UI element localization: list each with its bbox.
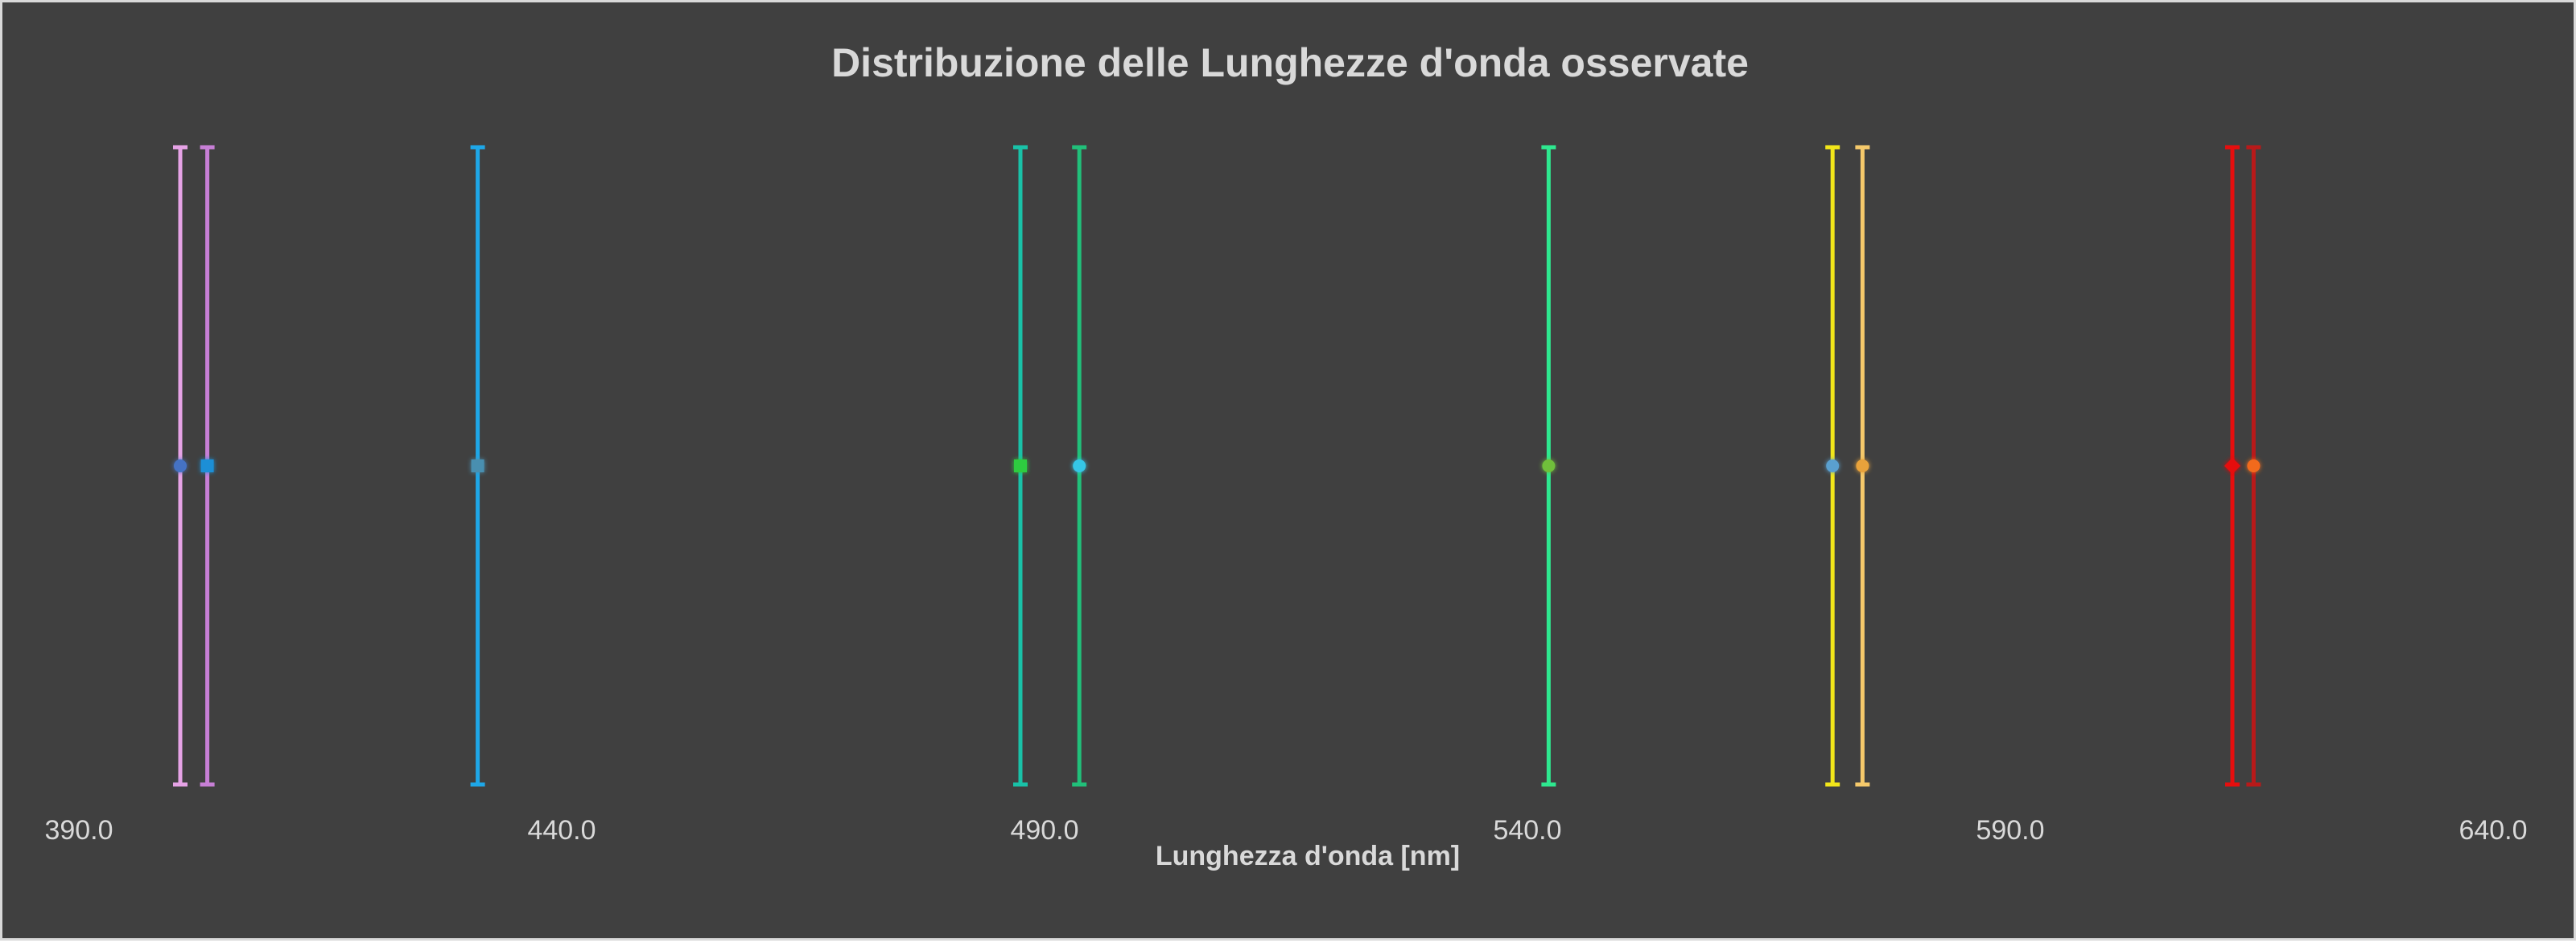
data-point-5 bbox=[1073, 459, 1086, 472]
chart-title: Distribuzione delle Lunghezze d'onda oss… bbox=[831, 40, 1749, 85]
x-tick-label: 490.0 bbox=[1010, 815, 1078, 846]
x-tick-label: 390.0 bbox=[44, 815, 113, 846]
data-point-3 bbox=[471, 459, 484, 472]
data-point-9 bbox=[2224, 458, 2240, 474]
data-point-7 bbox=[1826, 459, 1840, 472]
x-axis-title: Lunghezza d'onda [nm] bbox=[1156, 841, 1460, 871]
x-tick-label: 590.0 bbox=[1976, 815, 2044, 846]
x-tick-label: 540.0 bbox=[1493, 815, 1561, 846]
data-point-8 bbox=[1856, 459, 1869, 472]
x-tick-label: 440.0 bbox=[527, 815, 596, 846]
data-markers bbox=[174, 458, 2261, 474]
data-point-4 bbox=[1014, 459, 1027, 472]
data-point-6 bbox=[1542, 459, 1556, 472]
data-point-1 bbox=[174, 459, 187, 472]
data-point-2 bbox=[200, 459, 214, 472]
x-axis-ticks: 390.0 440.0 490.0 540.0 590.0 640.0 bbox=[44, 815, 2527, 846]
error-bars bbox=[173, 145, 2261, 787]
data-point-10 bbox=[2247, 459, 2261, 472]
x-tick-label: 640.0 bbox=[2459, 815, 2527, 846]
